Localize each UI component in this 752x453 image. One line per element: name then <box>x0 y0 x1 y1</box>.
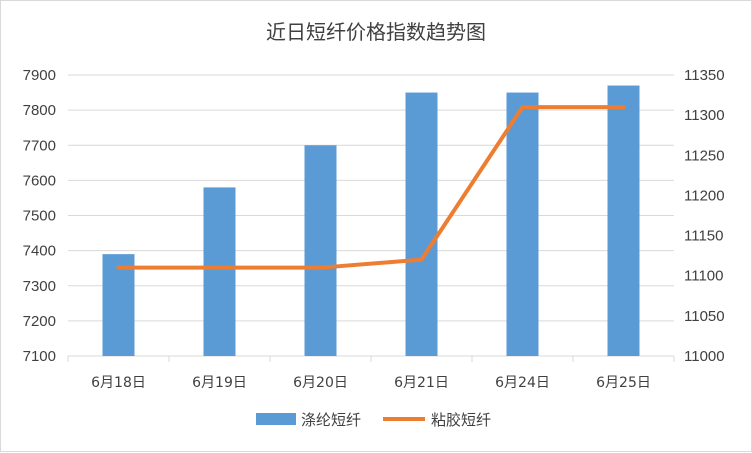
y-right-tick-label: 11350 <box>684 67 725 84</box>
x-tick-label: 6月24日 <box>495 375 550 391</box>
chart-title: 近日短纤价格指数趋势图 <box>266 20 486 44</box>
line-series-viscose <box>116 105 626 270</box>
legend: 涤纶短纤 粘胶短纤 <box>256 411 491 429</box>
bar <box>607 85 640 356</box>
y-right-tick-label: 11300 <box>684 107 725 124</box>
x-tick-label: 6月18日 <box>91 375 146 391</box>
y-right-tick-label: 11150 <box>684 228 724 245</box>
y-right-tick-label: 11050 <box>684 308 725 325</box>
y-axis-left: 7100 7200 7300 7400 7500 7600 7700 7800 7900 <box>23 67 56 365</box>
bar <box>304 145 337 356</box>
y-right-tick-label: 11200 <box>684 187 725 204</box>
y-left-tick-label: 7200 <box>23 313 56 330</box>
y-left-tick-label: 7600 <box>23 172 56 189</box>
bar <box>203 187 236 356</box>
x-tick-label: 6月25日 <box>596 375 651 391</box>
x-tick-label: 6月19日 <box>192 375 247 391</box>
y-left-tick-label: 7800 <box>23 102 56 119</box>
y-right-tick-label: 11000 <box>684 348 725 365</box>
y-left-tick-label: 7900 <box>23 67 56 84</box>
bar <box>506 92 539 356</box>
y-right-tick-label: 11250 <box>684 147 725 164</box>
gridlines <box>68 74 674 357</box>
y-right-tick-label: 11100 <box>684 268 724 285</box>
y-left-tick-label: 7400 <box>23 243 56 260</box>
series-line <box>116 105 626 270</box>
legend-swatch-polyester <box>256 413 296 425</box>
y-left-tick-label: 7700 <box>23 137 56 154</box>
x-tick-label: 6月21日 <box>394 375 449 391</box>
y-axis-right: 11000 11050 11100 11150 11200 11250 11300 11350 <box>684 67 725 365</box>
legend-label-viscose: 粘胶短纤 <box>431 411 491 429</box>
y-left-tick-label: 7300 <box>23 278 56 295</box>
bar-series-polyester <box>102 85 640 356</box>
legend-label-polyester: 涤纶短纤 <box>301 411 361 429</box>
y-left-tick-label: 7100 <box>23 348 56 365</box>
bar <box>102 254 135 356</box>
x-tick-label: 6月20日 <box>293 375 348 391</box>
bar <box>405 92 438 356</box>
y-left-tick-label: 7500 <box>23 208 56 225</box>
x-axis: 6月18日 6月19日 6月20日 6月21日 6月24日 6月25日 <box>67 356 675 391</box>
